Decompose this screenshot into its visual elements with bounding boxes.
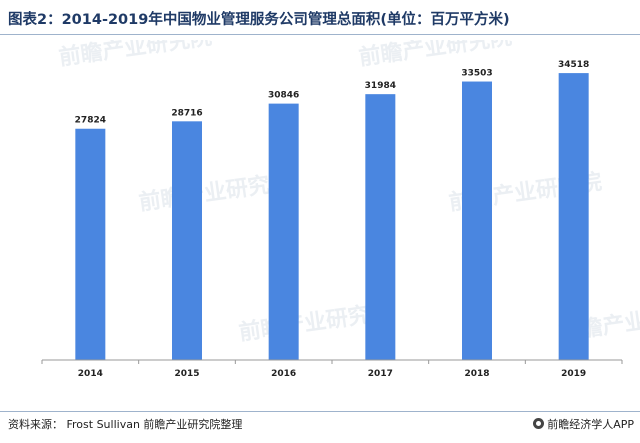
bar-2015	[172, 121, 202, 360]
x-tick-label-2017: 2017	[368, 369, 393, 379]
bars-layer	[75, 73, 589, 360]
data-label-2015: 28716	[171, 108, 202, 118]
data-label-2019: 34518	[558, 60, 589, 70]
data-label-2016: 30846	[268, 91, 299, 101]
brand-credit: 前瞻经济学人APP	[533, 416, 634, 432]
bar-2016	[268, 103, 299, 360]
x-tick-label-2015: 2015	[174, 369, 199, 379]
x-tick-label-2016: 2016	[271, 369, 296, 379]
source-note: 资料来源： Frost Sullivan 前瞻产业研究院整理	[8, 418, 243, 431]
brand-logo-icon	[533, 418, 545, 429]
watermark-text: 前瞻产业研究院	[357, 40, 513, 71]
data-label-2014: 27824	[75, 116, 106, 126]
bar-2018	[462, 81, 492, 360]
x-tick-label-2018: 2018	[464, 369, 489, 379]
brand-name: 前瞻经济学人APP	[547, 418, 634, 431]
bar-2014	[75, 128, 106, 360]
footer-divider	[0, 411, 640, 412]
title-divider	[0, 34, 640, 35]
data-label-2018: 33503	[461, 69, 492, 79]
x-tick-label-2019: 2019	[561, 369, 586, 379]
bar-2017	[365, 94, 396, 360]
value-labels-layer: 27824 28716 30846 31984 33503 34518	[75, 60, 590, 126]
x-axis	[41, 359, 623, 364]
data-label-2017: 31984	[365, 81, 396, 91]
x-tick-label-2014: 2014	[78, 369, 103, 379]
chart-title: 图表2：2014-2019年中国物业管理服务公司管理总面积(单位：百万平方米)	[8, 12, 510, 28]
x-tick-labels-layer: 2014 2015 2016 2017 2018 2019	[78, 369, 586, 379]
watermark-text: 前瞻产业研究院	[57, 40, 213, 71]
bar-2019	[558, 73, 589, 360]
